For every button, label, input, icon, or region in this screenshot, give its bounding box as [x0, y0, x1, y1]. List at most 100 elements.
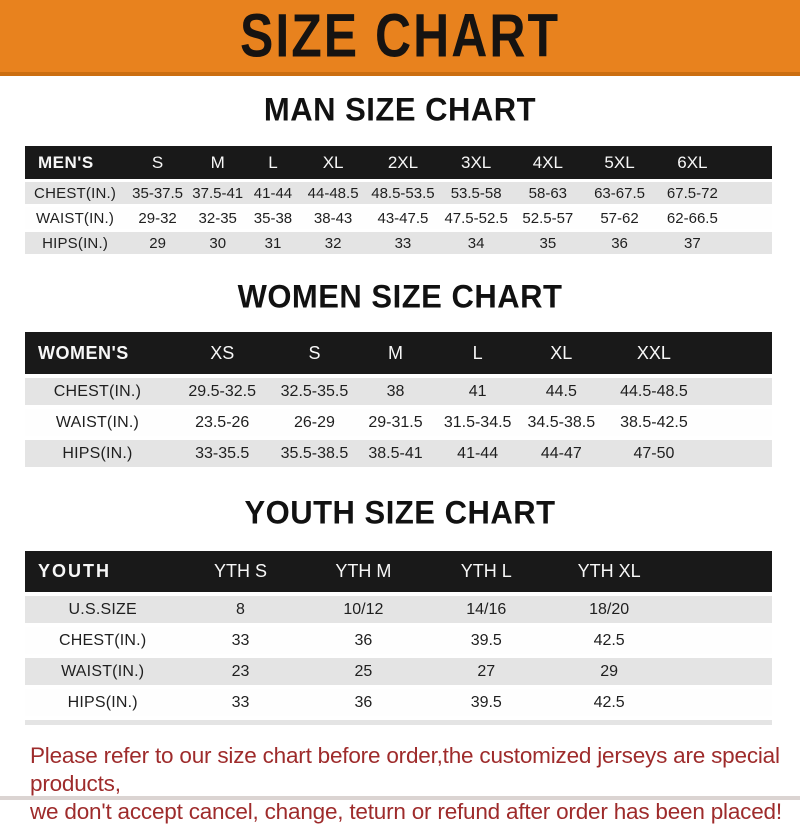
size-chart-banner: SIZE CHART — [0, 0, 800, 76]
table-header-row: WOMEN'S XS S M L XL XXL — [25, 332, 772, 374]
row-label-cell: WAIST(IN.) — [25, 207, 126, 229]
size-value-cell: 48.5-53.5 — [365, 182, 441, 204]
womens-size-table: WOMEN'S XS S M L XL XXL CHEST(IN.) 29.5-32.5 32.5… — [25, 328, 772, 471]
size-value-cell: 33 — [180, 627, 301, 654]
size-value-cell: 31.5-34.5 — [436, 409, 519, 436]
column-header-cell: L — [245, 146, 301, 179]
row-label-cell: HIPS(IN.) — [25, 232, 126, 254]
women-size-chart-heading: WOMEN SIZE CHART — [237, 278, 563, 315]
size-value-cell: 35 — [511, 232, 584, 254]
table-row: CHEST(IN.) 29.5-32.5 32.5-35.5 38 41 44.5 44.5… — [25, 378, 772, 405]
size-value-cell: 32.5-35.5 — [274, 378, 355, 405]
column-header-cell: YTH XL — [546, 551, 672, 592]
size-value-cell: 33 — [365, 232, 441, 254]
size-value-cell: 63-67.5 — [583, 182, 656, 204]
size-value-cell: 37 — [655, 232, 730, 254]
refund-notice: Please refer to our size chart before or… — [30, 742, 800, 826]
table-title-cell: WOMEN'S — [25, 332, 170, 374]
size-value-cell: 25 — [300, 658, 427, 685]
size-value-cell: 67.5-72 — [655, 182, 730, 204]
size-value-cell: 44.5 — [518, 378, 604, 405]
size-value-cell: 38-43 — [300, 207, 366, 229]
bottom-edge-strip — [0, 796, 800, 800]
size-value-cell: 44.5-48.5 — [603, 378, 704, 405]
size-value-cell: 29.5-32.5 — [169, 378, 275, 405]
youth-size-chart-heading: YOUTH SIZE CHART — [244, 494, 556, 531]
size-value-cell: 29 — [546, 658, 672, 685]
size-value-cell: 39.5 — [426, 627, 547, 654]
table-row: HIPS(IN.) 33 36 39.5 42.5 — [25, 689, 772, 716]
row-label-cell: U.S.SIZE — [25, 596, 181, 623]
table-row: CHEST(IN.) 35-37.5 37.5-41 41-44 44-48.5 48.5… — [25, 182, 772, 204]
size-value-cell: 14/16 — [426, 596, 547, 623]
size-value-cell: 58-63 — [511, 182, 584, 204]
size-value-cell: 47-50 — [603, 440, 704, 467]
youth-table-bottom-bar — [25, 720, 772, 725]
row-spacer-cell — [671, 658, 772, 685]
youth-size-table: YOUTH YTH S YTH M YTH L YTH XL U.S.SIZE 8 10/12… — [25, 547, 772, 720]
size-value-cell: 27 — [426, 658, 547, 685]
column-header-cell: M — [190, 146, 246, 179]
size-value-cell: 42.5 — [546, 627, 672, 654]
size-table: MEN'S S M L XL 2XL 3XL 4XL 5XL 6XL CHEST(IN.) 35-37… — [25, 143, 772, 257]
size-value-cell: 18/20 — [546, 596, 672, 623]
row-spacer-cell — [729, 207, 772, 229]
size-value-cell: 31 — [245, 232, 301, 254]
table-title-cell: MEN'S — [25, 146, 126, 179]
size-value-cell: 36 — [583, 232, 656, 254]
column-header-cell: 5XL — [583, 146, 656, 179]
table-row: WAIST(IN.) 29-32 32-35 35-38 38-43 43-47.5 47.… — [25, 207, 772, 229]
column-header-cell: S — [125, 146, 191, 179]
size-value-cell: 32 — [300, 232, 366, 254]
table-row: WAIST(IN.) 23 25 27 29 — [25, 658, 772, 685]
row-spacer-cell — [703, 378, 772, 405]
row-label-cell: WAIST(IN.) — [25, 658, 181, 685]
table-row: CHEST(IN.) 33 36 39.5 42.5 — [25, 627, 772, 654]
row-spacer-cell — [703, 440, 772, 467]
column-header-cell: 6XL — [655, 146, 730, 179]
refund-notice-line-1: Please refer to our size chart before or… — [30, 743, 780, 796]
size-table: YOUTH YTH S YTH M YTH L YTH XL U.S.SIZE 8 10/12… — [25, 547, 772, 720]
column-header-cell: L — [436, 332, 519, 374]
man-size-chart-heading: MAN SIZE CHART — [263, 91, 537, 128]
table-row: U.S.SIZE 8 10/12 14/16 18/20 — [25, 596, 772, 623]
size-value-cell: 26-29 — [274, 409, 355, 436]
size-value-cell: 62-66.5 — [655, 207, 730, 229]
column-header-cell: 4XL — [511, 146, 584, 179]
column-header-cell: XL — [518, 332, 604, 374]
header-spacer-cell — [671, 551, 772, 592]
size-value-cell: 29-31.5 — [354, 409, 437, 436]
size-value-cell: 35.5-38.5 — [274, 440, 355, 467]
row-spacer-cell — [671, 627, 772, 654]
size-value-cell: 33 — [180, 689, 301, 716]
banner-title: SIZE CHART — [240, 1, 560, 71]
column-header-cell: XL — [300, 146, 366, 179]
size-value-cell: 44-48.5 — [300, 182, 366, 204]
table-row: HIPS(IN.) 29 30 31 32 33 34 35 36 37 — [25, 232, 772, 254]
size-value-cell: 37.5-41 — [190, 182, 246, 204]
size-value-cell: 32-35 — [190, 207, 246, 229]
size-value-cell: 23.5-26 — [169, 409, 275, 436]
row-spacer-cell — [671, 596, 772, 623]
size-value-cell: 29 — [125, 232, 191, 254]
size-value-cell: 43-47.5 — [365, 207, 441, 229]
size-value-cell: 29-32 — [125, 207, 191, 229]
size-value-cell: 38.5-41 — [354, 440, 437, 467]
column-header-cell: XXL — [603, 332, 704, 374]
row-label-cell: HIPS(IN.) — [25, 689, 181, 716]
size-value-cell: 44-47 — [518, 440, 604, 467]
column-header-cell: YTH M — [300, 551, 427, 592]
table-row: WAIST(IN.) 23.5-26 26-29 29-31.5 31.5-34.5 34… — [25, 409, 772, 436]
table-row: HIPS(IN.) 33-35.5 35.5-38.5 38.5-41 41-44 44-… — [25, 440, 772, 467]
size-value-cell: 52.5-57 — [511, 207, 584, 229]
size-value-cell: 47.5-52.5 — [440, 207, 512, 229]
column-header-cell: YTH S — [180, 551, 301, 592]
size-value-cell: 10/12 — [300, 596, 427, 623]
refund-notice-line-2: we don't accept cancel, change, teturn o… — [30, 799, 782, 824]
header-spacer-cell — [729, 146, 772, 179]
column-header-cell: XS — [169, 332, 275, 374]
mens-size-table: MEN'S S M L XL 2XL 3XL 4XL 5XL 6XL CHEST(IN.) 35-37… — [25, 143, 772, 257]
size-value-cell: 33-35.5 — [169, 440, 275, 467]
row-label-cell: HIPS(IN.) — [25, 440, 170, 467]
row-spacer-cell — [703, 409, 772, 436]
